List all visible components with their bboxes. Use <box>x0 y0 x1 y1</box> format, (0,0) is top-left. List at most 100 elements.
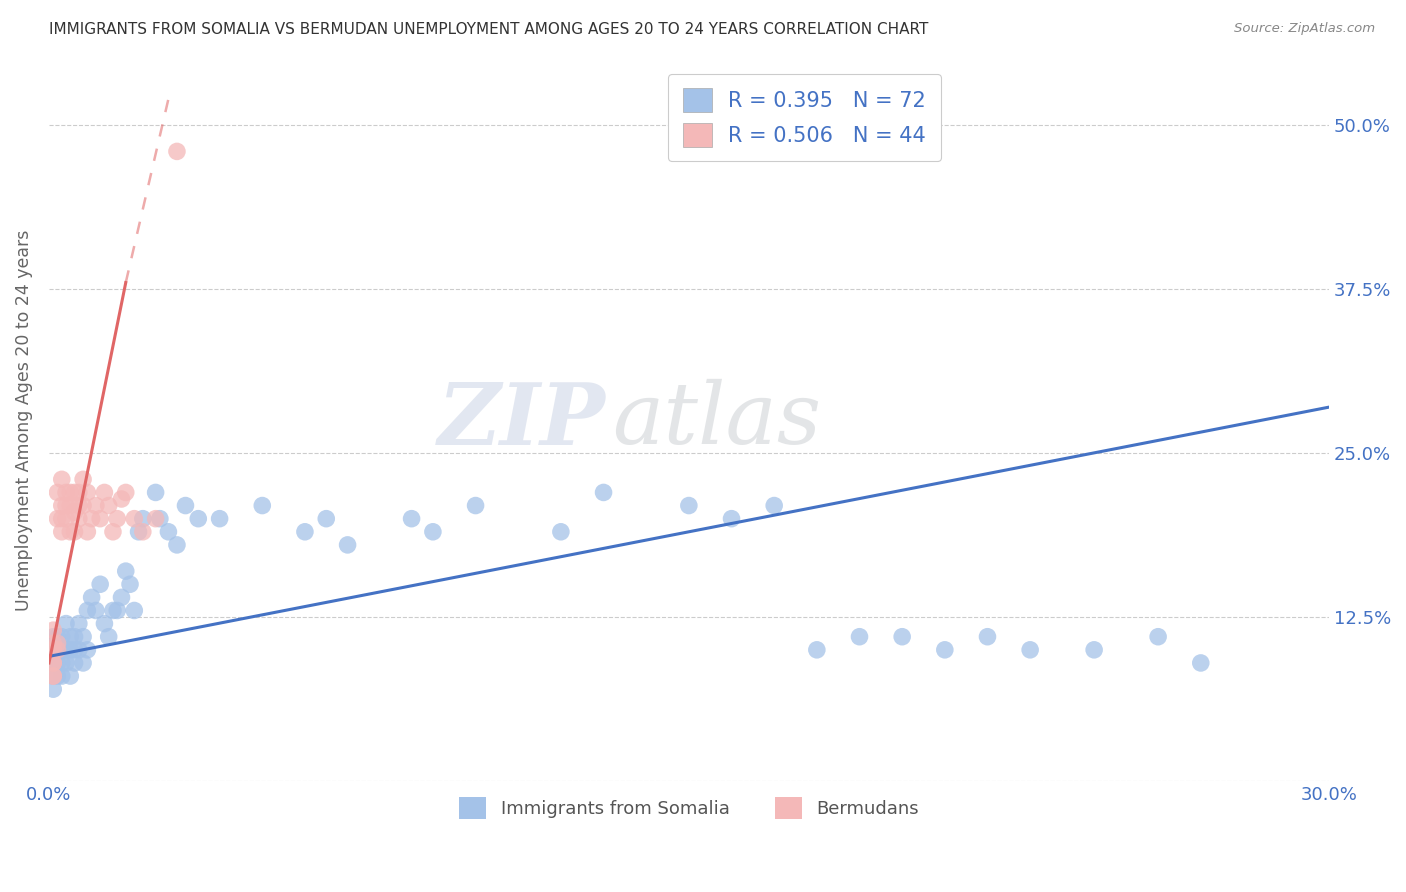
Point <box>592 485 614 500</box>
Y-axis label: Unemployment Among Ages 20 to 24 years: Unemployment Among Ages 20 to 24 years <box>15 229 32 611</box>
Point <box>934 643 956 657</box>
Point <box>42 643 65 657</box>
Point <box>42 669 65 683</box>
Point <box>294 524 316 539</box>
Point <box>42 656 65 670</box>
Point <box>891 630 914 644</box>
Text: Source: ZipAtlas.com: Source: ZipAtlas.com <box>1234 22 1375 36</box>
Point <box>72 630 94 644</box>
Point <box>59 669 82 683</box>
Point <box>59 524 82 539</box>
Point <box>114 485 136 500</box>
Point <box>46 636 69 650</box>
Point <box>464 499 486 513</box>
Point <box>67 485 90 500</box>
Point <box>166 538 188 552</box>
Point <box>55 616 77 631</box>
Point <box>51 524 73 539</box>
Text: atlas: atlas <box>612 379 821 462</box>
Point <box>101 603 124 617</box>
Point <box>72 472 94 486</box>
Point <box>59 630 82 644</box>
Point <box>110 591 132 605</box>
Point <box>105 511 128 525</box>
Point <box>51 472 73 486</box>
Point <box>55 643 77 657</box>
Point <box>63 630 86 644</box>
Point <box>80 591 103 605</box>
Point <box>63 643 86 657</box>
Point <box>132 511 155 525</box>
Point <box>128 524 150 539</box>
Point <box>76 643 98 657</box>
Point <box>763 499 786 513</box>
Point <box>51 643 73 657</box>
Point <box>1147 630 1170 644</box>
Point <box>145 485 167 500</box>
Point <box>59 499 82 513</box>
Point <box>118 577 141 591</box>
Point <box>42 669 65 683</box>
Point <box>93 616 115 631</box>
Point <box>42 682 65 697</box>
Point <box>80 511 103 525</box>
Point <box>46 630 69 644</box>
Point <box>252 499 274 513</box>
Point <box>1189 656 1212 670</box>
Point <box>67 616 90 631</box>
Point <box>848 630 870 644</box>
Point <box>806 643 828 657</box>
Point <box>84 603 107 617</box>
Point <box>46 511 69 525</box>
Point <box>132 524 155 539</box>
Point <box>72 499 94 513</box>
Point <box>174 499 197 513</box>
Point <box>89 511 111 525</box>
Point <box>42 636 65 650</box>
Point <box>63 505 86 519</box>
Point <box>976 630 998 644</box>
Point <box>157 524 180 539</box>
Point <box>42 656 65 670</box>
Point <box>55 499 77 513</box>
Point <box>76 524 98 539</box>
Point <box>46 656 69 670</box>
Point <box>51 656 73 670</box>
Point <box>1019 643 1042 657</box>
Point <box>105 603 128 617</box>
Point <box>42 623 65 637</box>
Point <box>84 499 107 513</box>
Point <box>42 669 65 683</box>
Point <box>46 643 69 657</box>
Point <box>720 511 742 525</box>
Point <box>55 511 77 525</box>
Point <box>550 524 572 539</box>
Point <box>166 145 188 159</box>
Point <box>401 511 423 525</box>
Point <box>51 511 73 525</box>
Point <box>42 656 65 670</box>
Point <box>55 485 77 500</box>
Point <box>46 669 69 683</box>
Point <box>46 636 69 650</box>
Point <box>124 603 146 617</box>
Point <box>93 485 115 500</box>
Point <box>51 630 73 644</box>
Point <box>97 630 120 644</box>
Point <box>72 656 94 670</box>
Point <box>76 485 98 500</box>
Point <box>46 485 69 500</box>
Point <box>51 499 73 513</box>
Point <box>187 511 209 525</box>
Point <box>55 656 77 670</box>
Point <box>42 656 65 670</box>
Point <box>422 524 444 539</box>
Point <box>1083 643 1105 657</box>
Point <box>315 511 337 525</box>
Text: ZIP: ZIP <box>437 378 606 462</box>
Point <box>336 538 359 552</box>
Point <box>101 524 124 539</box>
Point <box>59 485 82 500</box>
Point <box>208 511 231 525</box>
Point <box>51 669 73 683</box>
